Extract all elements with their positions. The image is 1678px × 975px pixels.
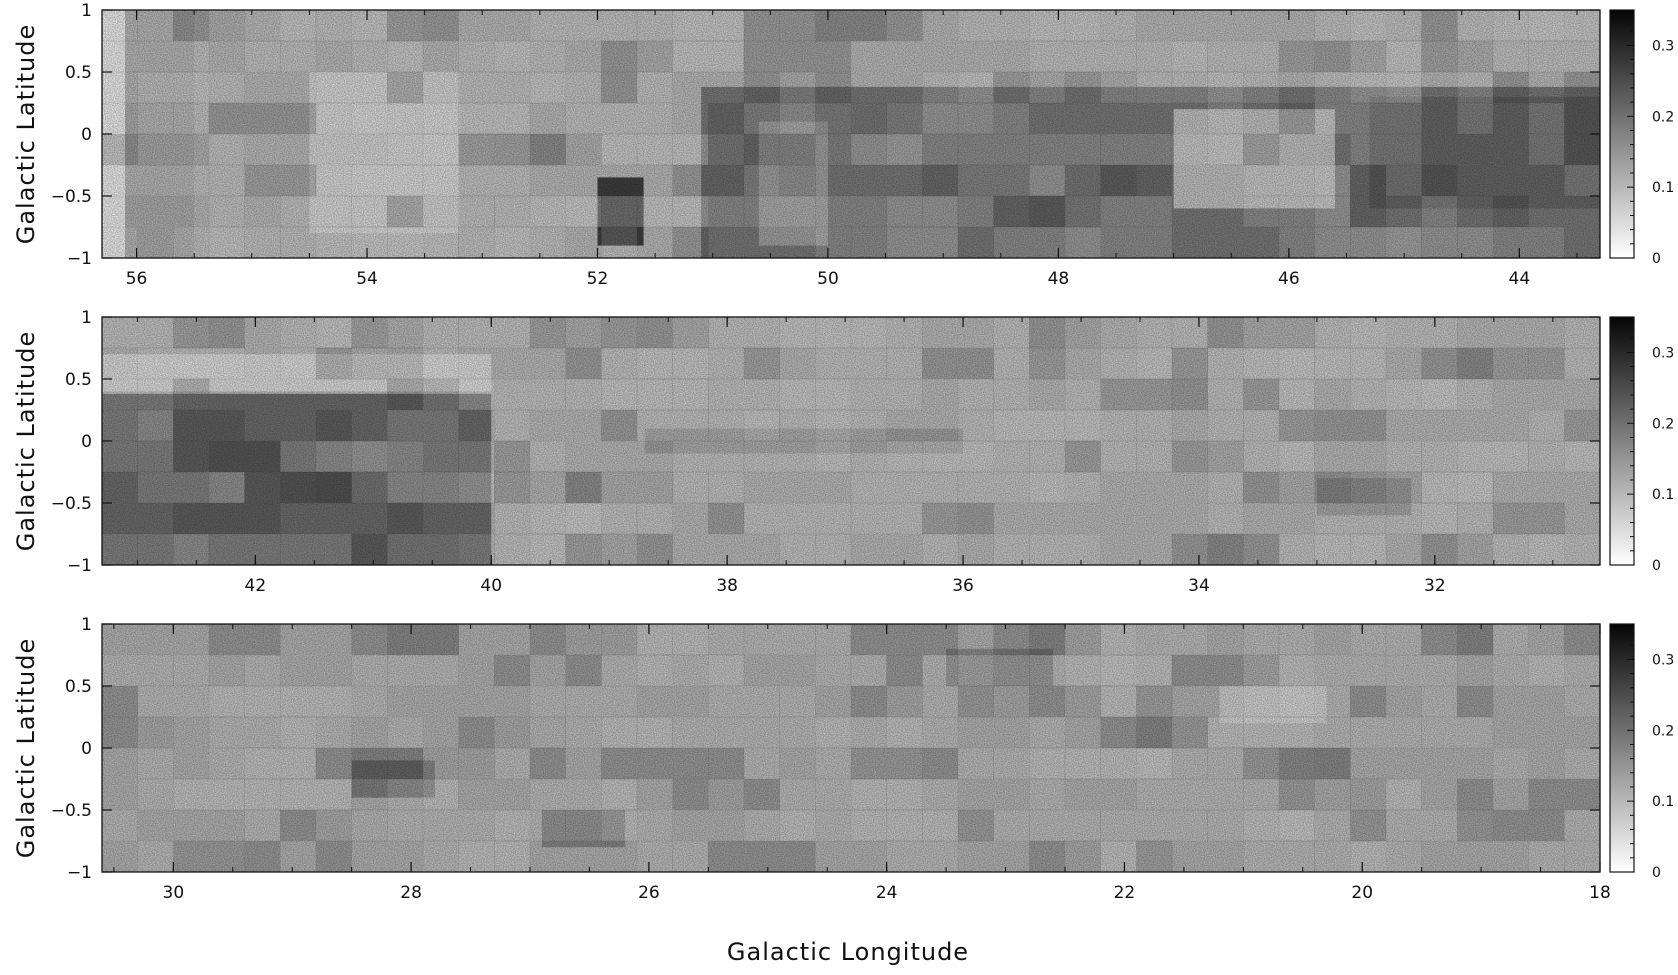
y-tick-label: −0.5 [51,187,92,207]
colorbar-tick-label: 0 [1652,251,1661,267]
colorbar-tick-label: 0.1 [1652,487,1674,503]
x-tick-label: 36 [952,576,974,596]
y-axis-title: Galactic Latitude [12,638,40,859]
colorbar-tick-label: 0.1 [1652,794,1674,810]
x-tick-label: 42 [245,576,267,596]
y-tick-label: −1 [67,249,92,269]
y-tick-label: 0 [81,432,92,452]
x-tick-label: 26 [638,883,660,903]
panel-3: 30 28 26 24 22 20 18 1 0.5 0 −0.5 −1 Galactic Latitu… [12,615,1674,903]
y-tick-label: 0.5 [65,677,92,697]
x-tick-label: 20 [1351,883,1373,903]
noise-overlay [102,624,1600,872]
x-tick-label: 54 [356,269,378,289]
noise-overlay [102,10,1600,258]
y-tick-label: −1 [67,863,92,883]
y-tick-label: 0.5 [65,63,92,83]
x-tick-label: 22 [1114,883,1136,903]
x-tick-label: 24 [876,883,898,903]
y-tick-label: 0 [81,739,92,759]
y-tick-label: −0.5 [51,801,92,821]
x-tick-label: 52 [587,269,609,289]
x-tick-label: 50 [817,269,839,289]
y-tick-label: 1 [81,1,92,21]
y-tick-label: 1 [81,615,92,635]
x-tick-label: 48 [1048,269,1070,289]
y-axis-title: Galactic Latitude [12,24,40,245]
y-axis-title: Galactic Latitude [12,331,40,552]
x-tick-label: 32 [1424,576,1446,596]
y-tick-label: −1 [67,556,92,576]
colorbar-tick-label: 0.1 [1652,180,1674,196]
x-tick-label: 30 [163,883,185,903]
panel-1: 56 54 52 50 48 46 44 1 0.5 0 −0.5 −1 Galactic Latitu… [12,1,1674,289]
x-tick-label: 28 [400,883,422,903]
colorbar-tick-label: 0.3 [1652,345,1674,361]
colorbar-tick-label: 0.2 [1652,416,1674,432]
colorbar [1609,9,1635,259]
x-tick-label: 34 [1188,576,1210,596]
x-tick-label: 40 [480,576,502,596]
y-tick-label: 1 [81,308,92,328]
y-tick-label: −0.5 [51,494,92,514]
x-tick-label: 38 [716,576,738,596]
colorbar [1609,316,1635,566]
panel-2: 42 40 38 36 34 32 1 0.5 0 −0.5 −1 Galactic Latitude… [12,308,1674,596]
noise-overlay [102,317,1600,565]
colorbar-tick-label: 0.2 [1652,723,1674,739]
colorbar-tick-label: 0.2 [1652,109,1674,125]
colorbar-tick-label: 0 [1652,865,1661,881]
x-tick-label: 46 [1278,269,1300,289]
x-tick-label: 44 [1509,269,1531,289]
colorbar-tick-label: 0.3 [1652,38,1674,54]
colorbar [1609,623,1635,873]
y-tick-label: 0.5 [65,370,92,390]
y-tick-label: 0 [81,125,92,145]
x-tick-label: 56 [126,269,148,289]
x-tick-label: 18 [1589,883,1611,903]
x-axis-title: Galactic Longitude [727,938,969,966]
colorbar-tick-label: 0.3 [1652,652,1674,668]
colorbar-tick-label: 0 [1652,558,1661,574]
